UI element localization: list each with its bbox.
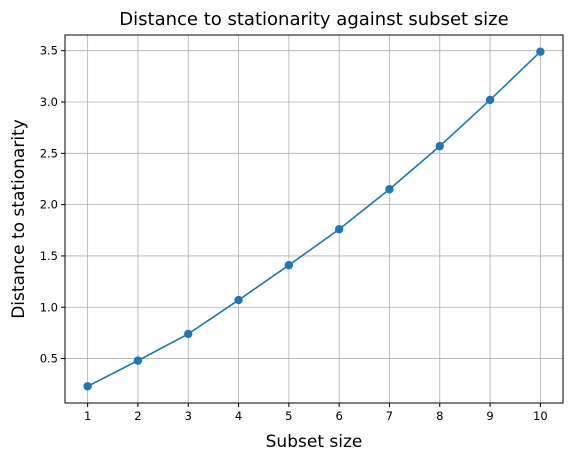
chart-title: Distance to stationarity against subset … [119, 9, 508, 30]
x-tick-label: 6 [335, 409, 342, 423]
data-point [536, 47, 545, 56]
data-point [485, 95, 495, 105]
x-tick-label: 10 [533, 409, 548, 423]
y-tick-label: 0.5 [40, 352, 58, 366]
y-tick-label: 3.5 [40, 44, 58, 58]
x-tick-label: 9 [486, 409, 493, 423]
x-tick-label: 2 [134, 409, 141, 423]
data-point [334, 225, 344, 234]
series-line [87, 51, 541, 387]
x-tick-label: 5 [285, 409, 292, 423]
y-axis-label: Distance to stationarity [9, 119, 29, 319]
data-point [435, 141, 444, 151]
y-tick-label: 2.0 [40, 198, 58, 212]
grid [65, 35, 563, 403]
data-point [184, 329, 193, 339]
series [83, 47, 545, 391]
y-tick-label: 2.5 [40, 146, 58, 160]
y-tick-label: 3.0 [40, 95, 58, 109]
y-tick-label: 1.0 [40, 300, 58, 314]
x-tick-label: 1 [84, 409, 91, 423]
data-point [133, 356, 143, 365]
x-tick-label: 3 [185, 409, 192, 423]
plot-frame [64, 34, 564, 404]
data-point [284, 260, 294, 270]
x-tick-label: 7 [386, 409, 393, 423]
x-tick-label: 4 [235, 409, 242, 423]
x-axis-label: Subset size [266, 432, 363, 452]
y-tick-label: 1.5 [40, 249, 58, 263]
data-point [83, 382, 92, 391]
data-point [385, 185, 394, 194]
x-tick-label: 8 [436, 409, 443, 423]
data-point [234, 295, 243, 305]
ticks: 1 2 3 4 5 6 7 8 9 10 0.5 1.0 1.5 2.0 2.5 3.0 3.5 [40, 44, 548, 423]
